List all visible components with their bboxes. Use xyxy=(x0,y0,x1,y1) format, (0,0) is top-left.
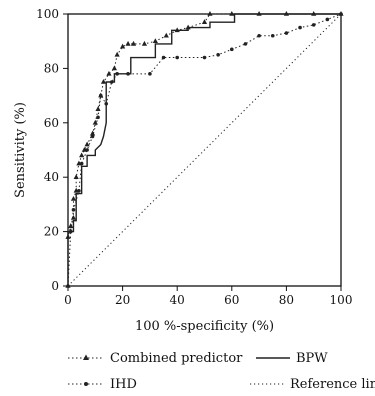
legend-item-reference-line: Reference line xyxy=(246,374,375,394)
point-ihd xyxy=(79,161,84,166)
point-ihd xyxy=(77,189,81,193)
point-ihd xyxy=(311,23,316,27)
point-ihd xyxy=(339,12,343,16)
legend-label-ihd: IHD xyxy=(110,376,137,392)
point-ihd xyxy=(85,148,89,152)
point-ihd xyxy=(257,33,261,38)
y-axis-title: Sensitivity (%) xyxy=(13,102,28,198)
y-tick-label: 40 xyxy=(44,170,59,184)
point-combined-predictor xyxy=(111,65,118,71)
point-ihd xyxy=(71,208,76,212)
point-ihd xyxy=(175,55,179,60)
point-combined-predictor xyxy=(141,40,148,46)
point-ihd xyxy=(243,42,248,46)
legend-label-reference-line: Reference line xyxy=(290,376,375,392)
point-ihd xyxy=(90,134,95,139)
point-combined-predictor xyxy=(130,40,137,46)
plot-area: 0 20 40 60 80 100 0 20 40 60 80 100 xyxy=(36,7,352,307)
point-combined-predictor xyxy=(207,11,213,16)
y-tick-label: 20 xyxy=(44,225,59,239)
point-ihd xyxy=(230,47,234,52)
point-ihd xyxy=(96,115,100,120)
point-ihd xyxy=(161,55,166,60)
point-ihd xyxy=(216,53,220,57)
point-combined-predictor xyxy=(114,51,120,57)
y-tick-label: 60 xyxy=(44,116,59,130)
point-ihd xyxy=(98,93,103,98)
point-combined-predictor xyxy=(79,152,85,158)
legend-item-ihd: IHD xyxy=(66,374,137,394)
point-ihd xyxy=(109,80,114,84)
point-combined-predictor xyxy=(95,106,101,111)
point-combined-predictor xyxy=(73,174,79,179)
x-tick-label: 60 xyxy=(224,293,239,307)
point-combined-predictor xyxy=(70,215,77,220)
legend: Combined predictor BPW IHD Reference lin… xyxy=(0,340,375,396)
series-line-reference-line xyxy=(67,13,342,287)
y-tick-label: 80 xyxy=(44,61,59,75)
point-ihd xyxy=(126,72,130,76)
point-combined-predictor xyxy=(163,32,169,38)
x-axis-title: 100 %-specificity (%) xyxy=(135,319,274,334)
point-combined-predictor xyxy=(92,119,98,125)
legend-swatch-combined-predictor xyxy=(68,354,104,360)
x-tick-label: 0 xyxy=(64,293,72,307)
legend-swatch-reference-line xyxy=(250,383,284,385)
point-combined-predictor xyxy=(100,79,107,84)
point-ihd xyxy=(68,229,73,234)
point-combined-predictor xyxy=(120,43,126,49)
legend-item-bpw: BPW xyxy=(252,348,328,368)
x-tick-label: 80 xyxy=(279,293,294,307)
plot-frame xyxy=(67,13,342,287)
x-tick-label: 20 xyxy=(115,293,130,307)
point-combined-predictor xyxy=(89,130,96,136)
x-tick-label: 100 xyxy=(330,293,353,307)
y-tick-label: 100 xyxy=(36,7,59,21)
point-combined-predictor xyxy=(229,11,235,16)
point-combined-predictor xyxy=(68,223,74,228)
point-ihd xyxy=(298,25,302,30)
point-combined-predictor xyxy=(201,19,208,24)
point-ihd xyxy=(270,33,275,38)
y-tick-label: 0 xyxy=(51,279,59,293)
chart: 0 20 40 60 80 100 0 20 40 60 80 100 Sensitivity (%)… xyxy=(13,7,352,334)
point-combined-predictor xyxy=(125,40,131,46)
point-combined-predictor xyxy=(70,195,77,201)
point-combined-predictor xyxy=(152,38,158,43)
x-tick-label: 40 xyxy=(170,293,185,307)
legend-swatch-ihd xyxy=(68,382,104,386)
point-combined-predictor xyxy=(84,141,90,147)
legend-label-bpw: BPW xyxy=(296,350,328,366)
point-combined-predictor xyxy=(106,70,112,76)
point-ihd xyxy=(115,72,119,76)
point-ihd xyxy=(202,55,207,60)
legend-label-combined-predictor: Combined predictor xyxy=(110,350,243,366)
point-ihd xyxy=(284,31,289,35)
point-ihd xyxy=(325,17,330,22)
point-ihd xyxy=(148,72,152,76)
legend-swatch-bpw xyxy=(256,357,290,359)
legend-item-combined-predictor: Combined predictor xyxy=(66,348,242,368)
point-ihd xyxy=(104,101,109,106)
